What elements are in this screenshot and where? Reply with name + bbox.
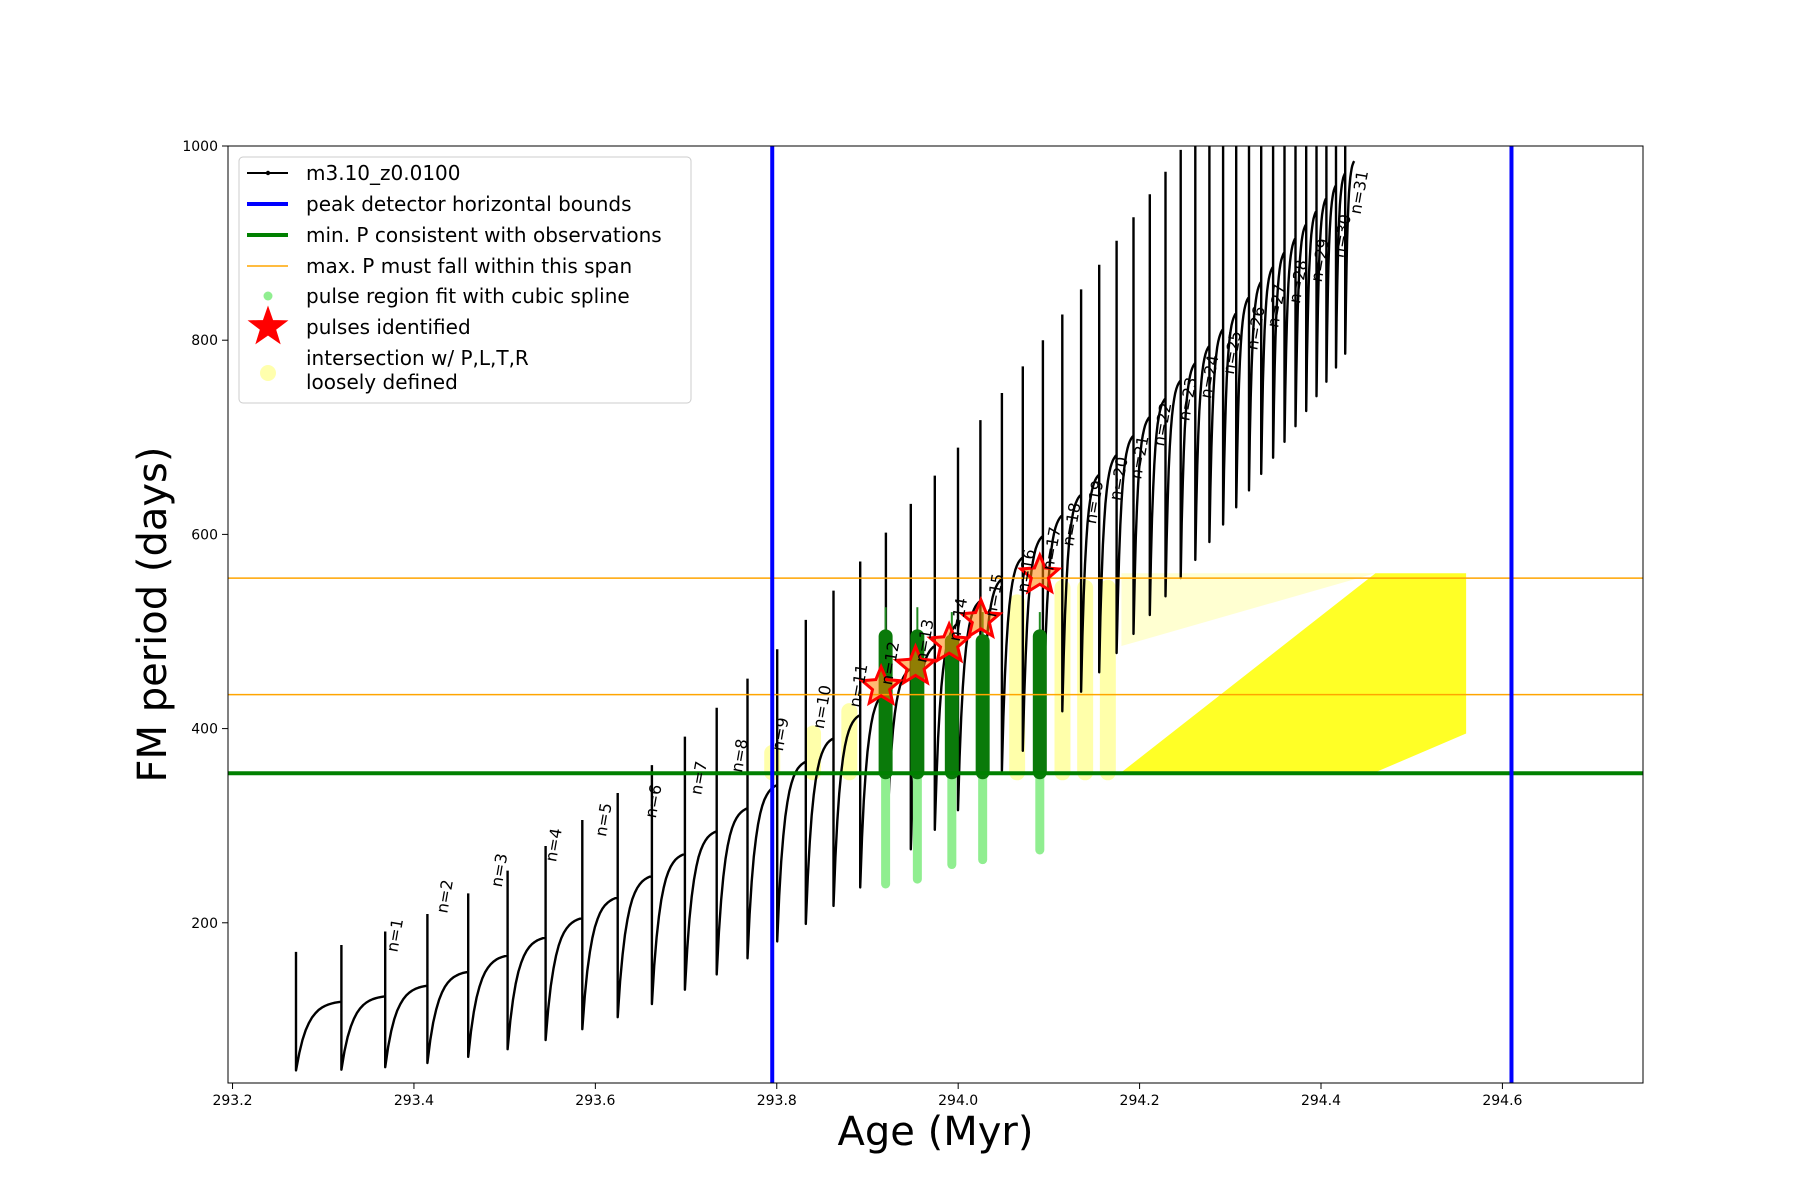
pulse-number-label: n=6 (641, 783, 666, 820)
pulse-number-label: n=15 (981, 572, 1007, 619)
pulse-number-label: n=5 (591, 801, 616, 838)
legend-swatch-dot (265, 170, 271, 176)
plot-area: n=1n=2n=3n=4n=5n=6n=7n=8n=9n=10 n=11 n=12 n… (228, 146, 1643, 1083)
legend-swatch-dot (263, 291, 273, 301)
y-tick-label: 800 (191, 333, 218, 349)
legend-label: loosely defined (306, 370, 458, 394)
pulse-number-label: n=4 (541, 827, 566, 864)
x-tick-label: 294.4 (1301, 1093, 1341, 1109)
pulse-number-label: n=20 (1105, 455, 1131, 502)
intersection-markers (764, 573, 1467, 781)
pulse-identified-star (926, 620, 972, 664)
pulse-number-label: n=7 (686, 760, 711, 797)
legend-label: pulse region fit with cubic spline (306, 284, 630, 308)
pulse-number-label: n=30 (1329, 213, 1355, 260)
y-axis-title: FM period (days) (130, 447, 176, 783)
x-tick-label: 293.2 (212, 1093, 252, 1109)
legend-label: m3.10_z0.0100 (306, 161, 461, 185)
pulse-number-label: n=1 (382, 917, 407, 954)
pulse-identified-star (892, 642, 939, 686)
legend-box (238, 156, 692, 404)
x-axis-title: Age (Myr) (838, 1109, 1034, 1155)
x-tick-label: 293.4 (394, 1093, 434, 1109)
legend-label: pulses identified (306, 315, 471, 339)
model-track (294, 146, 1356, 1072)
y-tick-label: 600 (191, 527, 218, 543)
x-tick-label: 294.6 (1482, 1093, 1522, 1109)
legend-label: min. P consistent with observations (306, 223, 662, 247)
intersection-band (1121, 573, 1467, 773)
intersection-band-faint (1121, 573, 1376, 647)
y-tick-label: 1000 (182, 139, 218, 155)
x-axis: 293.2 293.4 293.6 293.8 294.0 294.2 294.4 294.6 (212, 1083, 1523, 1109)
y-axis: 200 400 600 800 1000 (182, 139, 228, 932)
pulse-number-label: n=10 (809, 684, 835, 731)
y-tick-label: 400 (191, 722, 218, 738)
legend-label: max. P must fall within this span (306, 254, 632, 278)
pulse-identified-star (858, 662, 904, 707)
legend-label: intersection w/ P,L,T,R (306, 346, 529, 370)
x-tick-label: 293.8 (757, 1093, 797, 1109)
plot-frame (227, 145, 1644, 1084)
pulse-number-label: n=24 (1196, 353, 1222, 400)
legend-swatch-circle (260, 365, 276, 381)
pulse-number-label: n=11 (845, 662, 871, 709)
pulse-identified-star (958, 595, 1004, 640)
legend-swatch-star (247, 305, 289, 345)
x-tick-label: 293.6 (575, 1093, 615, 1109)
x-tick-label: 294.2 (1120, 1093, 1160, 1109)
legend-label: peak detector horizontal bounds (306, 192, 632, 216)
pulse-identified-star (1017, 551, 1063, 595)
x-tick-label: 294.0 (938, 1093, 978, 1109)
y-tick-label: 200 (191, 916, 218, 932)
pulse-number-label: n=2 (432, 878, 457, 915)
